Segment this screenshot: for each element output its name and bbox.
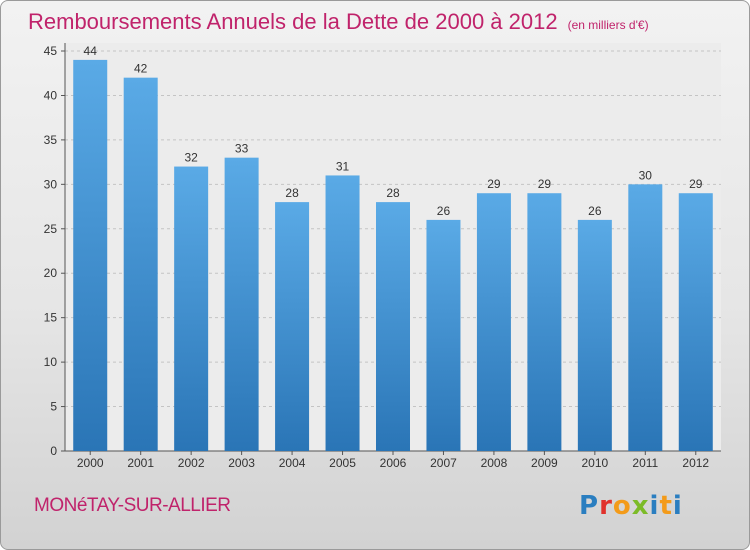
bar bbox=[224, 157, 259, 451]
bar-value-label: 44 bbox=[84, 44, 98, 58]
x-tick-label: 2001 bbox=[127, 456, 154, 470]
bar-value-label: 26 bbox=[588, 204, 602, 218]
bar bbox=[174, 166, 209, 452]
x-tick-label: 2011 bbox=[632, 456, 658, 470]
bar bbox=[325, 175, 360, 451]
chart-title: Remboursements Annuels de la Dette de 20… bbox=[28, 9, 649, 35]
bar bbox=[476, 193, 511, 451]
y-tick-label: 35 bbox=[44, 133, 58, 147]
logo-letter: i bbox=[649, 491, 660, 521]
y-tick-label: 10 bbox=[44, 355, 58, 369]
y-tick-label: 15 bbox=[44, 311, 58, 325]
logo-letter: o bbox=[612, 491, 632, 521]
x-tick-label: 2006 bbox=[380, 456, 407, 470]
bar-value-label: 29 bbox=[487, 177, 501, 191]
y-tick-label: 5 bbox=[50, 400, 57, 414]
bar bbox=[577, 219, 612, 451]
x-tick-label: 2008 bbox=[481, 456, 508, 470]
bar-value-label: 28 bbox=[285, 186, 299, 200]
bar-value-label: 30 bbox=[639, 168, 653, 182]
logo-letter: r bbox=[599, 491, 613, 521]
y-tick-label: 40 bbox=[44, 88, 58, 102]
bar bbox=[123, 77, 158, 452]
x-tick-label: 2012 bbox=[682, 456, 709, 470]
x-tick-label: 2007 bbox=[430, 456, 457, 470]
bar bbox=[376, 202, 410, 451]
x-tick-label: 2005 bbox=[329, 456, 356, 470]
y-tick-label: 0 bbox=[50, 444, 57, 458]
logo-letter: P bbox=[579, 491, 600, 521]
bar-value-label: 29 bbox=[689, 177, 703, 191]
bar bbox=[275, 202, 310, 451]
y-tick-label: 30 bbox=[44, 177, 58, 191]
bar bbox=[527, 193, 562, 451]
x-tick-label: 2002 bbox=[178, 456, 205, 470]
y-tick-label: 20 bbox=[44, 266, 58, 280]
bar-value-label: 29 bbox=[538, 177, 552, 191]
x-tick-label: 2009 bbox=[531, 456, 558, 470]
bar bbox=[73, 59, 108, 452]
x-tick-label: 2004 bbox=[279, 456, 306, 470]
logo-letter: x bbox=[631, 491, 650, 521]
bar-value-label: 42 bbox=[134, 62, 148, 76]
unit-label: (en milliers d'€) bbox=[567, 18, 649, 32]
commune-name: MONéTAY-SUR-ALLIER bbox=[34, 495, 231, 516]
bar bbox=[426, 219, 461, 451]
bar-value-label: 32 bbox=[184, 151, 198, 165]
logo-letter: i bbox=[672, 491, 683, 521]
bar bbox=[628, 184, 663, 452]
bar-value-label: 28 bbox=[386, 186, 400, 200]
bar-value-label: 31 bbox=[336, 159, 350, 173]
y-tick-label: 25 bbox=[44, 222, 58, 236]
logo-letter: t bbox=[659, 491, 673, 521]
x-tick-label: 2010 bbox=[581, 456, 608, 470]
bar-value-label: 26 bbox=[437, 204, 451, 218]
title-text: Remboursements Annuels de la Dette de 20… bbox=[28, 9, 558, 34]
proxiti-logo: Proxiti bbox=[579, 491, 683, 521]
x-tick-label: 2003 bbox=[228, 456, 255, 470]
bar bbox=[678, 193, 713, 451]
x-tick-label: 2000 bbox=[77, 456, 104, 470]
bar-value-label: 33 bbox=[235, 142, 249, 156]
y-tick-label: 45 bbox=[44, 44, 58, 58]
